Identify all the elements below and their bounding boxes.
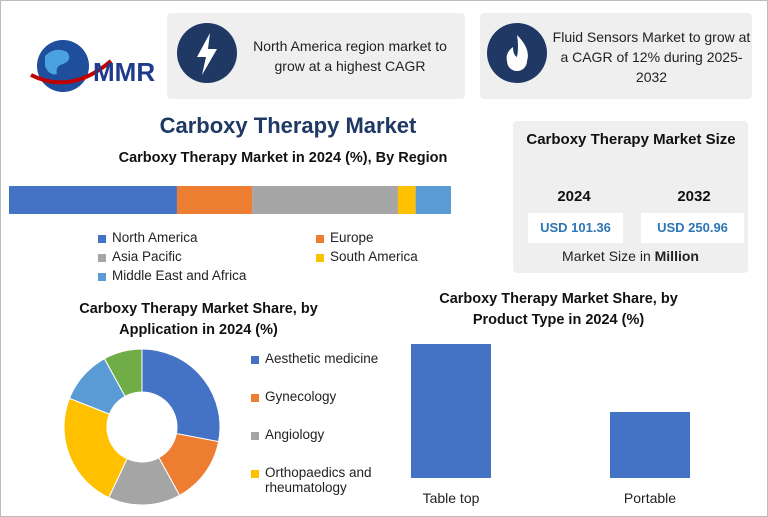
bar-segment: [9, 186, 177, 214]
donut-segment: [63, 397, 128, 499]
legend-item: South America: [316, 249, 526, 264]
legend-swatch: [98, 235, 106, 243]
legend-label: Middle East and Africa: [112, 268, 247, 283]
legend-item: Gynecology: [251, 389, 391, 404]
legend-swatch: [316, 235, 324, 243]
market-note: Market Size in Million: [516, 248, 745, 264]
legend-label: Angiology: [265, 427, 325, 442]
legend-label: Aesthetic medicine: [265, 351, 379, 366]
x-tick-label: Table top: [423, 490, 480, 506]
legend-swatch: [251, 470, 259, 478]
callout-text: North America region market to grow at a…: [253, 38, 447, 74]
legend-swatch: [98, 254, 106, 262]
logo-text: MMR: [93, 57, 155, 87]
bar: [411, 344, 491, 478]
bar-segment: [415, 186, 451, 214]
donut-segment: [141, 348, 221, 443]
legend-item: Middle East and Africa: [98, 268, 308, 283]
legend-swatch: [316, 254, 324, 262]
donut-segment: [103, 348, 143, 398]
legend-item: North America: [98, 230, 308, 245]
market-value: USD 101.36: [528, 213, 623, 243]
legend-swatch: [251, 356, 259, 364]
flame-icon: [487, 23, 547, 83]
stacked-bar-chart: [9, 186, 451, 214]
market-size-title: Carboxy Therapy Market Size: [526, 131, 736, 148]
bar-segment: [176, 186, 253, 214]
legend-label: Europe: [330, 230, 374, 245]
legend-swatch: [98, 273, 106, 281]
main-title: Carboxy Therapy Market: [159, 113, 417, 138]
donut-chart: [63, 348, 221, 506]
legend-label: Gynecology: [265, 389, 337, 404]
legend-item: Aesthetic medicine: [251, 351, 391, 366]
lightning-icon: [177, 23, 237, 83]
bar-segment: [252, 186, 398, 214]
legend-label: Asia Pacific: [112, 249, 182, 264]
x-tick-label: Portable: [624, 490, 676, 506]
legend-item: Angiology: [251, 427, 391, 442]
legend-item: Orthopaedics and rheumatology: [251, 465, 391, 495]
callout-text: Fluid Sensors Market to grow at a CAGR o…: [552, 29, 751, 85]
legend-swatch: [251, 432, 259, 440]
market-size-box: [513, 121, 748, 273]
bar: [610, 412, 690, 478]
legend-swatch: [251, 394, 259, 402]
year: 2024: [557, 188, 591, 205]
chart-title: Carboxy Therapy Market Share, by Applica…: [79, 301, 318, 338]
legend-label: Orthopaedics and rheumatology: [265, 465, 372, 495]
bar-segment: [397, 186, 416, 214]
note-unit: Million: [654, 248, 699, 264]
legend-item: Europe: [316, 230, 526, 245]
legend-item: Asia Pacific: [98, 249, 308, 264]
legend-label: North America: [112, 230, 198, 245]
bar-chart: Table top Portable: [411, 344, 690, 506]
market-value: USD 250.96: [641, 213, 744, 243]
chart-title: Carboxy Therapy Market Share, by Product…: [439, 291, 678, 328]
legend-label: South America: [330, 249, 418, 264]
year: 2032: [677, 188, 711, 205]
chart-title: Carboxy Therapy Market in 2024 (%), By R…: [118, 150, 448, 166]
logo: MMR: [30, 40, 155, 92]
note-text: Market Size in: [562, 248, 651, 264]
